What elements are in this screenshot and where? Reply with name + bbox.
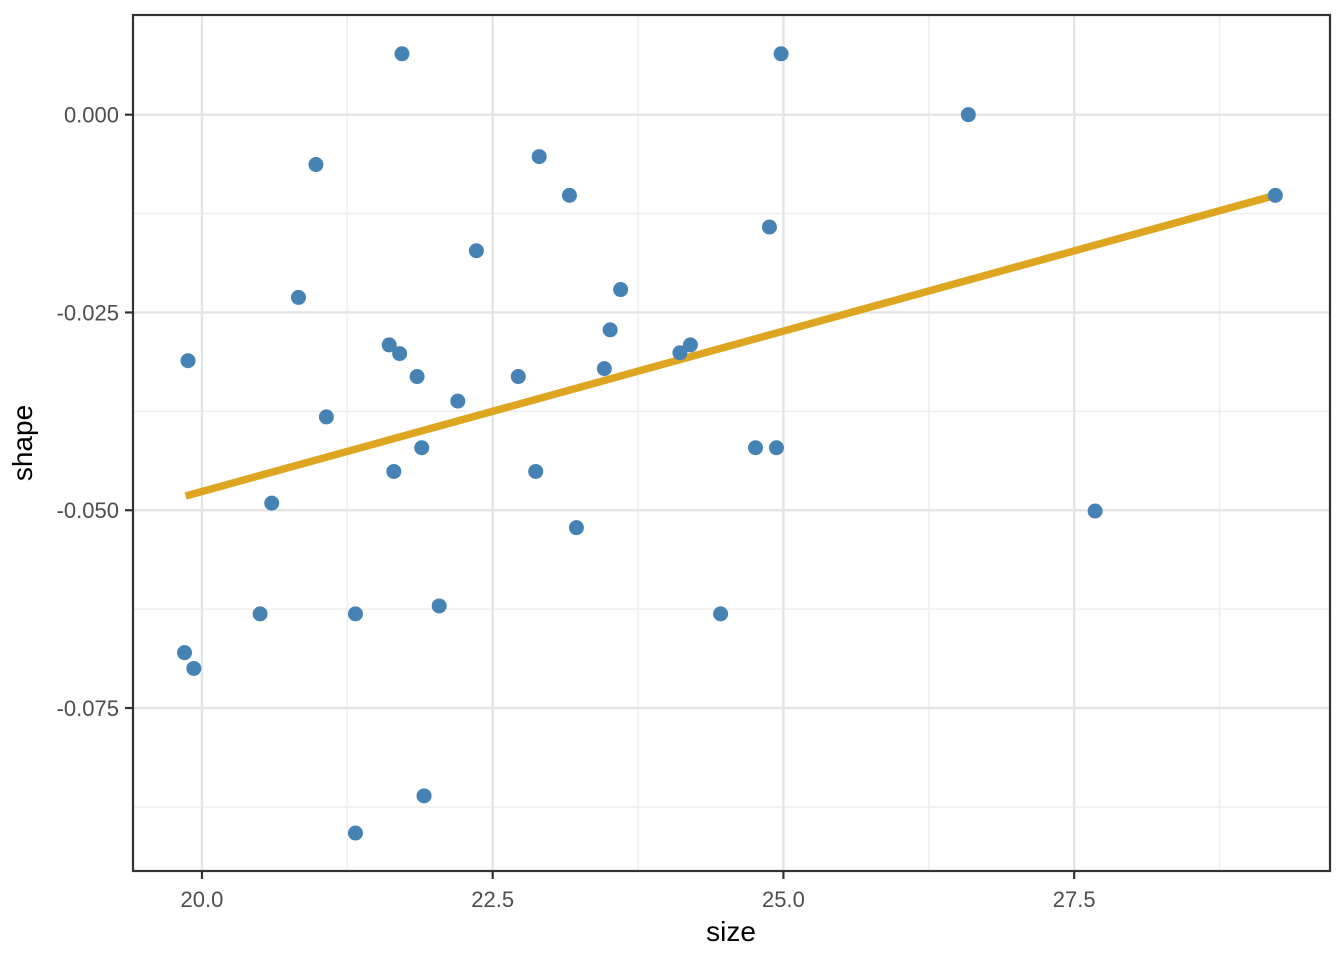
- data-point: [394, 46, 410, 62]
- data-point: [672, 345, 688, 361]
- y-axis-title: shape: [7, 405, 38, 481]
- data-point: [748, 440, 764, 456]
- data-point: [761, 219, 777, 235]
- gridlines: [133, 15, 1330, 871]
- y-tick-label: 0.000: [64, 103, 119, 128]
- panel-border: [131, 13, 1332, 873]
- data-point: [347, 606, 363, 622]
- panel-border-layer: [131, 13, 1332, 873]
- data-point: [773, 46, 789, 62]
- data-point: [409, 369, 425, 385]
- data-point: [468, 243, 484, 259]
- data-point: [602, 322, 618, 338]
- data-point: [318, 409, 334, 425]
- axis-layer: 20.0 22.5 25.0 27.5 0.000 -0.025 -0.050 -0.075: [57, 103, 1096, 912]
- data-point: [414, 440, 430, 456]
- data-point: [347, 825, 363, 841]
- panel-background: [133, 15, 1330, 871]
- data-point: [381, 337, 397, 353]
- data-layer: [177, 46, 1283, 841]
- x-tick-label: 27.5: [1053, 887, 1096, 912]
- data-point: [186, 660, 202, 676]
- data-point: [431, 598, 447, 614]
- data-point: [252, 606, 268, 622]
- data-point: [768, 440, 784, 456]
- data-point: [1087, 503, 1103, 519]
- y-tick-label: -0.025: [57, 300, 119, 325]
- x-tick-label: 20.0: [181, 887, 224, 912]
- y-tick-label: -0.050: [57, 498, 119, 523]
- data-point: [568, 520, 584, 536]
- data-point: [682, 337, 698, 353]
- data-point: [308, 157, 324, 173]
- data-point: [180, 353, 196, 369]
- trend-line: [184, 191, 1277, 500]
- x-axis-title: size: [706, 916, 756, 947]
- data-point: [531, 149, 547, 165]
- data-point: [264, 495, 280, 511]
- data-point: [1267, 187, 1283, 203]
- data-point: [713, 606, 729, 622]
- data-point: [596, 361, 612, 377]
- x-tick-label: 22.5: [471, 887, 514, 912]
- data-point: [561, 187, 577, 203]
- data-point: [510, 369, 526, 385]
- data-point: [528, 463, 544, 479]
- x-tick-label: 25.0: [762, 887, 805, 912]
- plot-panel: [133, 15, 1330, 871]
- data-point: [386, 463, 402, 479]
- data-point: [392, 346, 408, 362]
- data-point: [416, 788, 432, 804]
- data-point: [450, 393, 466, 409]
- data-point: [177, 645, 193, 661]
- data-point: [960, 107, 976, 123]
- y-tick-label: -0.075: [57, 696, 119, 721]
- data-point: [613, 282, 629, 298]
- data-point: [290, 289, 306, 305]
